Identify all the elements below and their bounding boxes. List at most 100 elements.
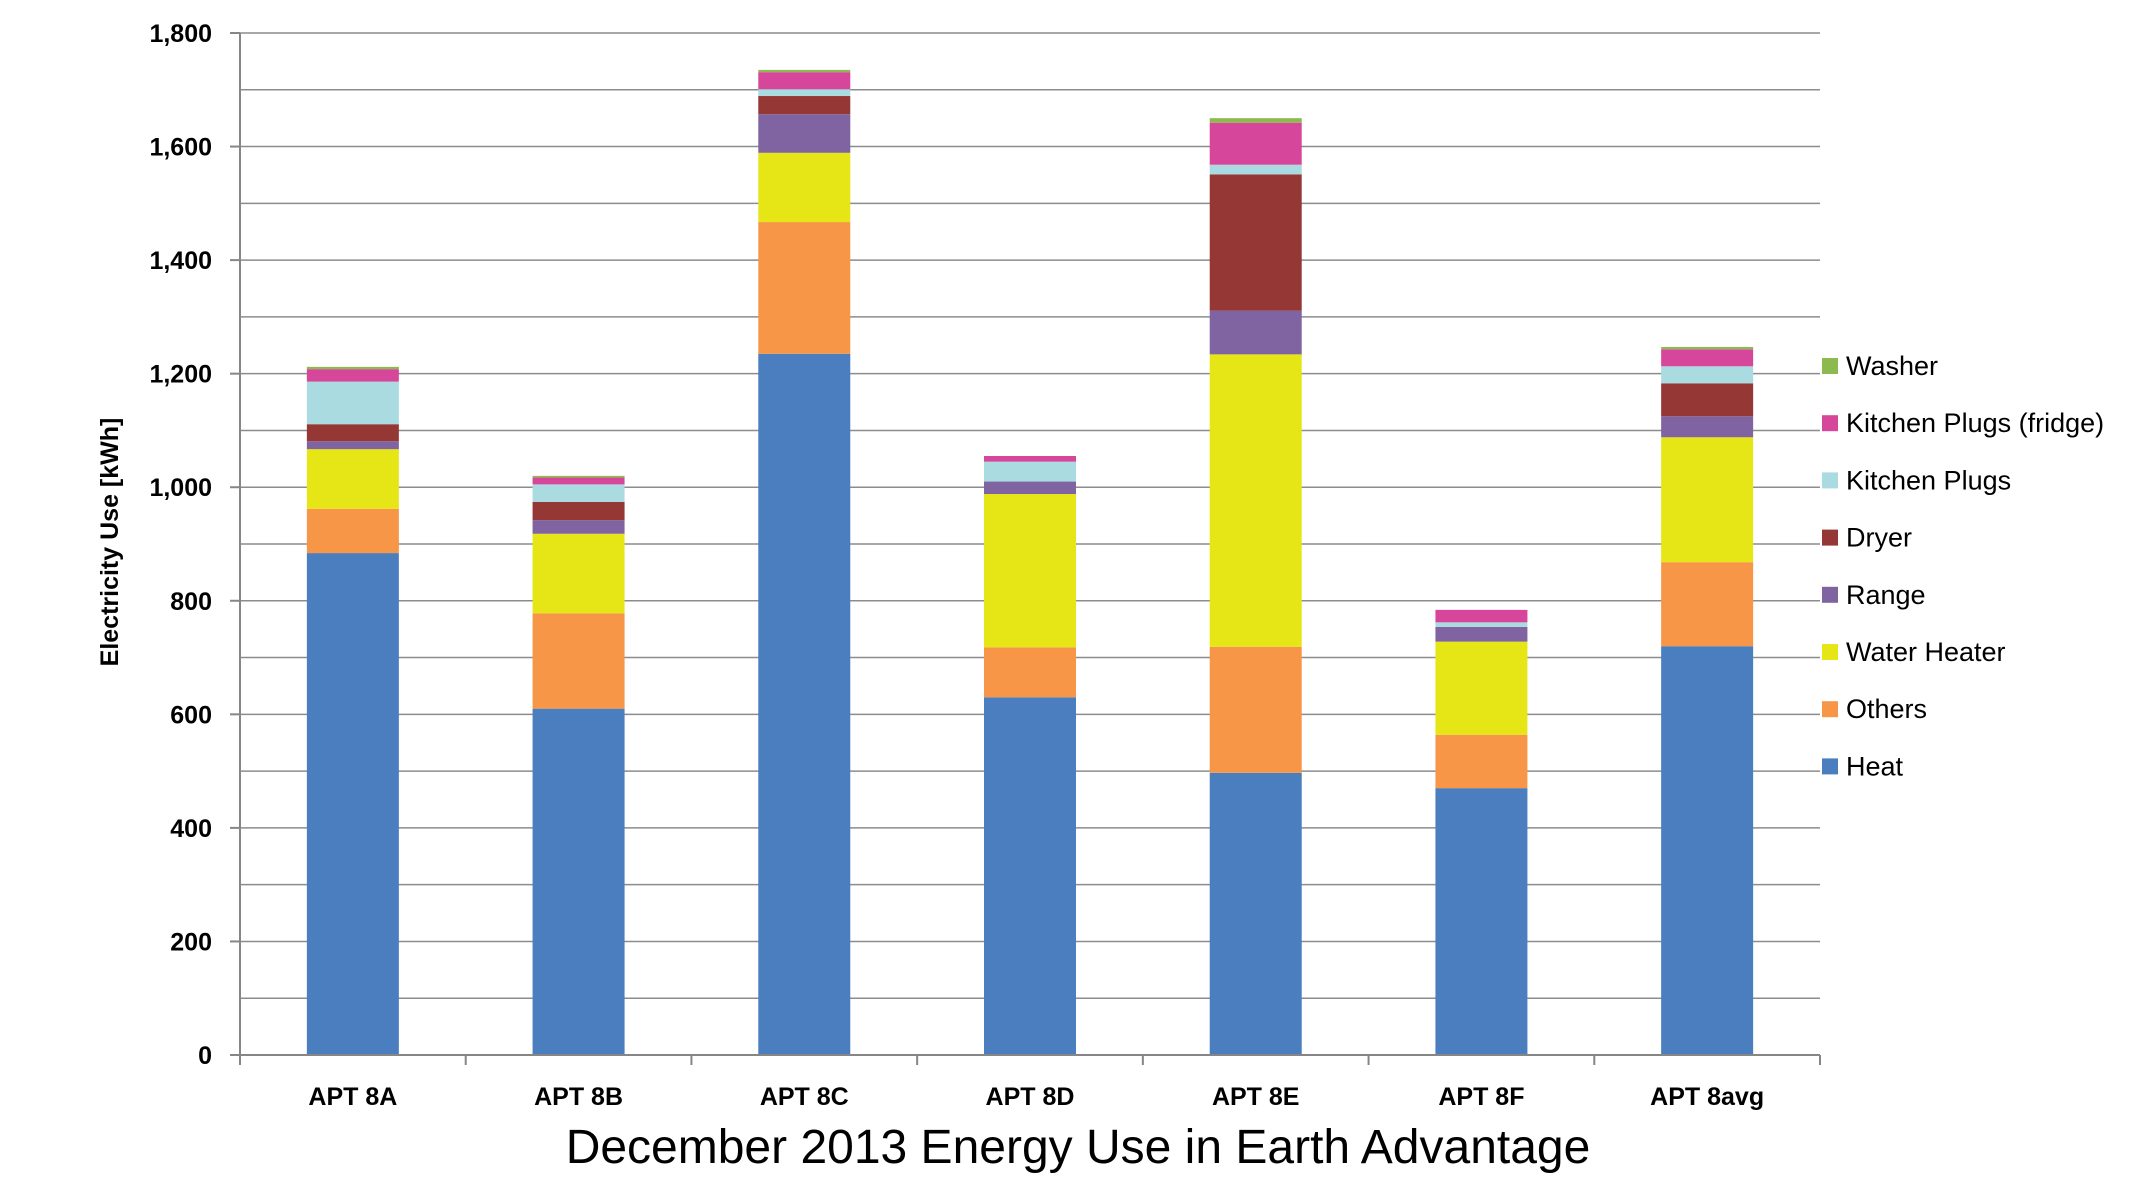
legend-item: Kitchen Plugs (fridge) [1822,408,2104,438]
legend-item: Washer [1822,351,1938,381]
bar-segment-water-heater [758,152,851,223]
y-tick-label: 200 [170,928,212,956]
y-tick-label: 600 [170,701,212,729]
bar-segment-heat [758,353,851,1055]
bar-stack-apt-8d [984,455,1076,1055]
y-axis-title: Electricity Use [kWh] [96,418,124,667]
legend-swatch [1822,644,1838,660]
legend-label: Kitchen Plugs [1846,465,2011,495]
legend-swatch [1822,358,1838,374]
bar-segment-kitchen-plugs [984,461,1076,482]
y-tick-label: 400 [170,815,212,843]
bar-segment-kitchen-plugs-fridge [1661,349,1754,367]
bar-segment-kitchen-plugs-fridge [1209,122,1302,165]
bar-segment-dryer [1661,383,1754,417]
bar-segment-range [1435,626,1528,642]
bar-stack-apt-8b [532,475,625,1055]
legend-swatch [1822,758,1838,775]
bar-segment-kitchen-plugs-fridge [532,477,625,485]
legend-swatch [1822,586,1838,603]
bar-segment-others [1435,734,1528,789]
x-category-label: APT 8B [534,1083,623,1111]
bar-stack-apt-8a [306,366,399,1055]
bar-segment-range [1209,310,1302,355]
bar-segment-dryer [758,96,851,115]
legend-label: Washer [1846,351,1938,381]
legend-label: Dryer [1846,523,1912,553]
bar-segment-range [984,481,1076,495]
x-category-labels: APT 8A APT 8B APT 8C APT 8D APT 8E APT 8F APT … [308,1083,1764,1111]
y-tick-labels: 0 200 400 600 800 1,000 1,200 1,400 1,600 1,800 [149,20,212,1070]
bar-stacks [306,69,1754,1055]
bar-segment-kitchen-plugs [758,89,851,97]
legend-label: Range [1846,580,1926,610]
bar-segment-kitchen-plugs [532,484,625,502]
bar-segment-water-heater [532,533,625,614]
legend-item: Range [1822,580,1926,610]
x-category-label: APT 8D [986,1083,1075,1111]
bar-segment-washer [1209,118,1302,123]
bar-segment-water-heater [1435,641,1528,735]
x-category-label: APT 8C [760,1083,849,1111]
legend: Washer Kitchen Plugs (fridge) Kitchen Plug… [1822,351,2104,781]
bar-segment-others [1661,562,1754,647]
bar-segment-water-heater [1661,437,1754,563]
bar-segment-water-heater [306,449,399,509]
bar-segment-heat [984,697,1076,1055]
bar-segment-washer [1661,346,1754,350]
bar-segment-others [984,647,1076,698]
bar-segment-kitchen-plugs [1209,164,1302,175]
bar-segment-others [758,222,851,354]
chart-title: December 2013 Energy Use in Earth Advant… [566,1121,1591,1174]
legend-label: Heat [1846,751,1904,781]
legend-swatch [1822,529,1838,546]
bar-segment-washer [532,475,625,478]
bar-segment-kitchen-plugs-fridge [984,455,1076,462]
bar-segment-heat [1435,788,1528,1055]
bar-stack-apt-8c [758,69,851,1055]
x-category-label: APT 8E [1212,1083,1300,1111]
bar-segment-heat [1661,646,1754,1055]
bar-segment-range [758,114,851,153]
legend-item: Heat [1822,751,1904,781]
gridlines [240,32,1820,999]
legend-item: Water Heater [1822,637,2006,667]
bar-segment-heat [306,553,399,1055]
y-tick-label: 1,200 [149,361,212,389]
y-tick-label: 800 [170,588,212,616]
bar-segment-water-heater [984,494,1076,648]
y-tick-label: 0 [198,1042,212,1070]
bar-segment-heat [1209,772,1302,1055]
bar-segment-kitchen-plugs [1435,622,1528,627]
bar-segment-kitchen-plugs-fridge [306,369,399,382]
bar-segment-washer [758,69,851,73]
legend-swatch [1822,415,1838,432]
bar-segment-range [1661,416,1754,438]
legend-label: Others [1846,694,1927,724]
bar-stack-apt-8avg [1661,346,1754,1055]
legend-item: Dryer [1822,523,1912,553]
bar-segment-dryer [1209,174,1302,311]
legend-label: Water Heater [1846,637,2006,667]
bar-segment-kitchen-plugs-fridge [1435,609,1528,623]
y-tick-label: 1,600 [149,134,212,162]
bar-segment-range [306,441,399,450]
bar-stack-apt-8e [1209,118,1302,1055]
legend-label: Kitchen Plugs (fridge) [1846,408,2104,438]
bar-segment-others [532,613,625,709]
bar-segment-water-heater [1209,354,1302,647]
bar-segment-dryer [532,501,625,521]
legend-item: Others [1822,694,1927,724]
bar-segment-kitchen-plugs [306,381,399,425]
bar-stack-apt-8f [1435,609,1528,1055]
legend-swatch [1822,472,1838,489]
legend-item: Kitchen Plugs [1822,465,2011,495]
bar-segment-kitchen-plugs [1661,366,1754,384]
bar-segment-washer [306,366,399,370]
legend-swatch [1822,701,1838,718]
bar-segment-range [532,520,625,534]
axis-ticks [230,32,1821,1065]
y-tick-label: 1,400 [149,247,212,275]
x-category-label: APT 8A [308,1083,397,1111]
